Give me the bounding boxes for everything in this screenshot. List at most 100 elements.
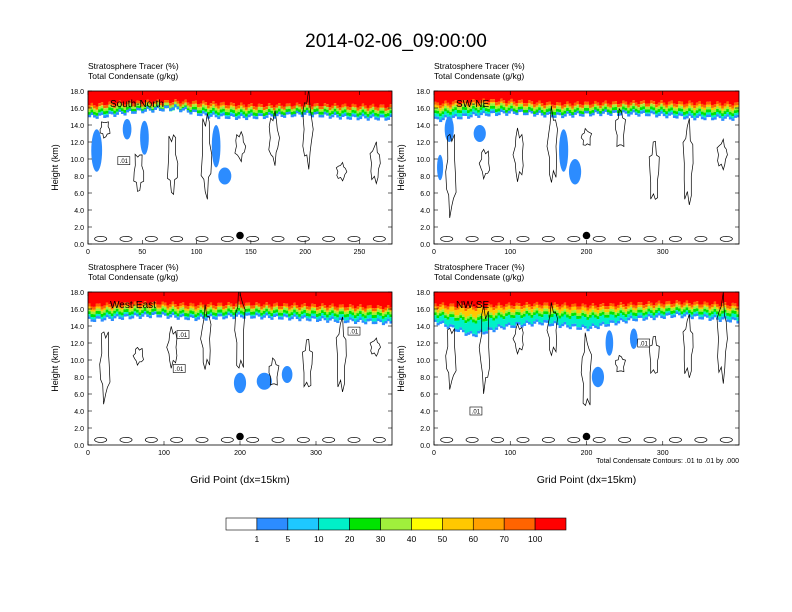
tracer-cell (678, 108, 682, 112)
tracer-cell (303, 104, 307, 108)
tracer-cell (728, 313, 732, 317)
y-tick-label: 8.0 (74, 375, 84, 382)
tracer-cell (196, 308, 201, 311)
tracer-cell (525, 107, 529, 110)
tracer-cell (639, 312, 644, 316)
tracer-cell (525, 91, 529, 104)
tracer-cell (530, 104, 534, 106)
tracer-cell (586, 314, 590, 317)
tracer-cell (449, 306, 453, 312)
tracer-cell (341, 304, 345, 308)
tracer-cell (227, 91, 231, 106)
condensate-contour (618, 235, 632, 242)
tracer-cell (245, 117, 249, 121)
tracer-cell (361, 112, 365, 114)
tracer-cell (181, 91, 185, 102)
tracer-cell (439, 108, 443, 111)
tracer-cell (495, 112, 499, 114)
tracer-cell (578, 91, 583, 105)
tracer-cell (348, 292, 353, 305)
tracer-cell (711, 311, 715, 315)
tracer-cell (153, 103, 157, 107)
tracer-cell (550, 109, 555, 112)
condensate-contour (302, 338, 313, 388)
tracer-cell (267, 308, 271, 312)
tracer-cell (199, 106, 203, 108)
tracer-cell (290, 91, 294, 107)
tracer-cell (283, 91, 287, 107)
tracer-cell (698, 108, 702, 112)
tracer-cell (528, 106, 532, 110)
tracer-cell (573, 112, 577, 115)
tracer-cell (449, 104, 453, 108)
tracer-cell (123, 112, 127, 116)
tracer-cell (553, 305, 557, 309)
tracer-cell (650, 313, 654, 316)
tracer-cell (118, 304, 122, 308)
tracer-cell (303, 303, 307, 307)
tracer-intrusion (233, 372, 247, 394)
tracer-cell (515, 107, 519, 110)
tracer-cell (252, 311, 256, 315)
tracer-cell (217, 307, 221, 310)
tracer-cell (110, 310, 114, 314)
tracer-cell (95, 91, 99, 107)
tracer-cell (703, 117, 707, 121)
tracer-cell (487, 306, 491, 313)
tracer-cell (568, 309, 572, 314)
tracer-cell (351, 312, 355, 316)
tracer-cell (482, 331, 486, 335)
tracer-cell (507, 292, 511, 303)
tracer-cell (482, 91, 486, 99)
tracer-cell (479, 112, 483, 116)
tracer-cell (257, 91, 261, 104)
tracer-cell (637, 292, 641, 303)
tracer-cell (141, 110, 145, 114)
tracer-cell (242, 316, 246, 319)
tracer-cell (202, 316, 206, 319)
tracer-cell (733, 306, 738, 309)
tracer-cell (594, 107, 598, 111)
tracer-cell (586, 307, 590, 311)
tracer-intrusion (211, 125, 221, 168)
tracer-cell (100, 309, 104, 312)
tracer-cell (619, 107, 623, 110)
tracer-cell (242, 111, 246, 115)
tracer-cell (578, 107, 583, 109)
y-axis-label: Height (km) (396, 345, 406, 392)
tracer-cell (721, 308, 725, 311)
tracer-cell (285, 106, 289, 110)
tracer-cell (522, 304, 527, 308)
tracer-cell (441, 320, 445, 324)
tracer-cell (733, 105, 738, 108)
tracer-cell (479, 307, 483, 314)
tracer-cell (624, 309, 628, 312)
tracer-cell (500, 109, 504, 113)
tracer-cell (310, 303, 315, 307)
tracer-cell (578, 318, 583, 328)
tracer-cell (161, 105, 165, 109)
condensate-contour (372, 437, 386, 443)
tracer-cell (174, 101, 178, 105)
tracer-cell (328, 309, 332, 313)
tracer-cell (606, 91, 610, 104)
tracer-cell (179, 303, 183, 307)
tracer-cell (561, 313, 565, 317)
tracer-cell (444, 111, 448, 115)
tracer-cell (331, 108, 335, 112)
condensate-contour (541, 235, 555, 242)
tracer-cell (247, 107, 251, 109)
tracer-cell (489, 105, 494, 109)
tracer-cell (252, 115, 256, 117)
tracer-cell (359, 307, 363, 309)
tracer-cell (477, 112, 481, 116)
tracer-cell (680, 101, 684, 105)
tracer-cell (617, 310, 621, 314)
tracer-cell (343, 311, 347, 315)
tracer-cell (227, 311, 231, 313)
tracer-cell (240, 308, 244, 311)
tracer-cell (379, 292, 383, 307)
tracer-cell (464, 107, 468, 111)
colorbar-swatch (503, 517, 536, 531)
tracer-cell (543, 320, 547, 323)
